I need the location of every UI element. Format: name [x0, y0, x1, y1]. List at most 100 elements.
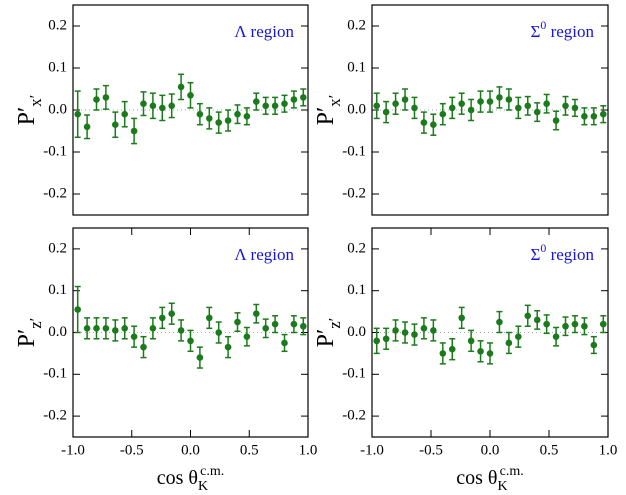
- y-axis-label-sub: z′: [26, 318, 45, 329]
- y-tick-label: -0.1: [342, 366, 366, 382]
- point: [486, 350, 494, 357]
- y-tick-label: 0.2: [48, 17, 67, 33]
- point: [430, 327, 437, 334]
- y-axis-label-sub: z′: [325, 318, 344, 329]
- y-axis-label-base: P′: [313, 107, 339, 126]
- point: [271, 320, 279, 328]
- point: [439, 350, 447, 357]
- y-tick-label: 0.1: [347, 282, 366, 298]
- point: [130, 333, 138, 340]
- x-axis-label-sup: c.m.: [500, 464, 524, 479]
- point: [373, 102, 381, 110]
- point: [505, 339, 513, 347]
- y-tick-label: 0.2: [347, 17, 366, 33]
- x-axis-label-sup: c.m.: [200, 464, 224, 479]
- point: [112, 121, 119, 128]
- point: [581, 322, 588, 330]
- point: [505, 96, 513, 103]
- y-axis-label: P′x′: [14, 95, 46, 126]
- point: [206, 115, 213, 122]
- point: [533, 108, 541, 116]
- y-tick-label: -0.2: [43, 185, 67, 201]
- point: [112, 327, 119, 334]
- y-tick-label: 0.1: [347, 59, 366, 75]
- point: [496, 318, 503, 326]
- point: [290, 96, 298, 103]
- point: [448, 104, 456, 112]
- point: [206, 314, 213, 322]
- point: [234, 318, 241, 326]
- point: [552, 333, 560, 340]
- point: [300, 94, 307, 101]
- y-tick-label: 0.0: [347, 324, 366, 340]
- point: [83, 123, 91, 131]
- point: [93, 96, 100, 103]
- point: [215, 329, 222, 336]
- y-tick-label: 0.2: [347, 240, 366, 256]
- x-tick-label: 0.0: [481, 442, 500, 458]
- y-axis-label-sub: x′: [26, 95, 45, 107]
- point: [552, 117, 560, 124]
- x-axis-label-base: cos θ: [456, 467, 497, 489]
- point: [243, 333, 251, 340]
- point: [74, 306, 81, 313]
- point: [130, 127, 138, 135]
- y-tick-label: -0.2: [342, 408, 366, 424]
- y-axis-label: P′z′: [14, 318, 46, 348]
- annotation: Σ0 region: [530, 241, 594, 264]
- point: [252, 310, 260, 317]
- point: [571, 320, 579, 328]
- annotation-base: Σ: [530, 245, 540, 264]
- y-axis-label: P′z′: [313, 318, 345, 348]
- point: [74, 110, 81, 118]
- x-axis-label-base: cos θ: [157, 467, 198, 489]
- x-tick-label: 0.5: [240, 442, 259, 458]
- y-tick-label: -0.1: [43, 366, 67, 382]
- point: [224, 343, 232, 351]
- point: [140, 100, 147, 107]
- x-axis-label-sub: K: [198, 479, 208, 494]
- point: [262, 325, 270, 332]
- point: [543, 320, 550, 328]
- y-tick-label: 0.0: [347, 101, 366, 117]
- point: [140, 343, 147, 351]
- point: [524, 312, 532, 320]
- point: [411, 331, 418, 338]
- point: [392, 100, 399, 107]
- point: [533, 316, 541, 324]
- point: [599, 110, 607, 118]
- y-tick-label: -0.2: [342, 185, 366, 201]
- point: [496, 94, 503, 101]
- y-tick-label: -0.2: [43, 408, 67, 424]
- point: [581, 113, 588, 120]
- point: [121, 325, 128, 332]
- point: [243, 113, 251, 120]
- point: [281, 339, 288, 347]
- annotation: Σ0 region: [530, 18, 594, 41]
- point: [401, 329, 409, 336]
- point: [430, 121, 437, 128]
- x-tick-label: 1.0: [299, 442, 318, 458]
- point: [187, 92, 194, 99]
- point: [177, 327, 185, 334]
- y-tick-label: 0.1: [48, 59, 67, 75]
- x-axis-label-sub: K: [498, 479, 508, 494]
- annotation-base: Λ region: [234, 22, 294, 41]
- point: [121, 110, 128, 118]
- x-axis-label: cos θKc.m.: [456, 464, 523, 494]
- point: [467, 337, 475, 345]
- x-axis-label: cos θKc.m.: [157, 464, 224, 494]
- annotation-rest: region: [546, 22, 594, 41]
- y-axis-label-base: P′: [14, 107, 40, 126]
- point: [401, 96, 409, 103]
- y-axis-label-sub: x′: [325, 95, 344, 107]
- point: [439, 110, 447, 118]
- point: [300, 322, 307, 330]
- point: [168, 102, 175, 110]
- point: [262, 102, 270, 110]
- annotation-base: Λ region: [234, 245, 294, 264]
- point: [562, 322, 569, 330]
- point: [543, 100, 550, 107]
- point: [477, 98, 484, 105]
